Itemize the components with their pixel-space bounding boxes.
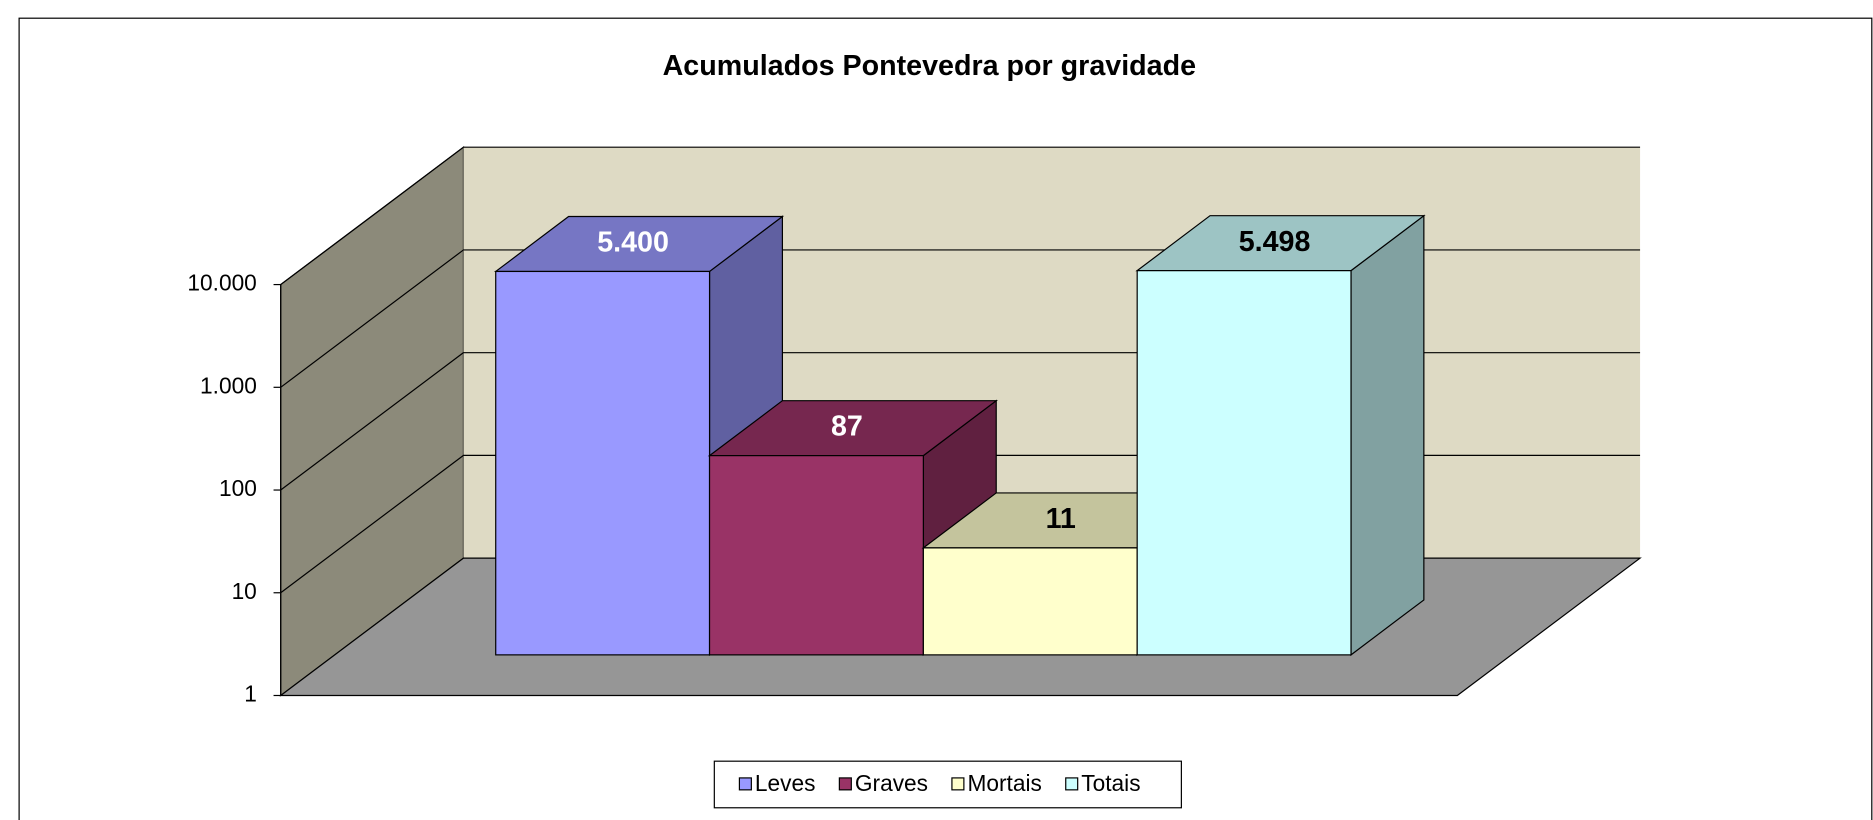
data-label: 5.498 [1239,226,1311,258]
data-label: 5.400 [597,227,669,259]
chart-title: Acumulados Pontevedra por gravidade [663,50,1196,82]
legend-swatch [951,777,965,791]
legend-label: Totais [1081,770,1140,796]
grid-line [280,454,464,594]
legend-label: Leves [755,770,816,796]
legend-label: Mortais [967,770,1041,796]
y-tick-label: 10.000 [187,270,256,296]
legend-swatch [1065,777,1079,791]
legend-box [713,760,1182,809]
legend-swatch [838,777,852,791]
bar-side [1350,214,1425,657]
data-label: 11 [1046,503,1076,535]
y-tick-label: 100 [219,475,257,501]
grid-line [280,249,464,388]
data-label: 87 [831,411,863,443]
y-tick-label: 10 [232,578,257,604]
bar [922,547,1138,656]
bar [708,455,924,656]
bar [1136,270,1352,656]
bar [495,270,711,656]
grid-line [280,352,464,491]
y-tick-label: 1.000 [200,372,257,398]
legend: Leves Graves Mortais Totais [713,760,1182,809]
legend-swatch [738,777,752,791]
grid-line [280,146,464,286]
legend-label: Graves [855,770,928,796]
y-tick-label: 1 [244,680,257,706]
